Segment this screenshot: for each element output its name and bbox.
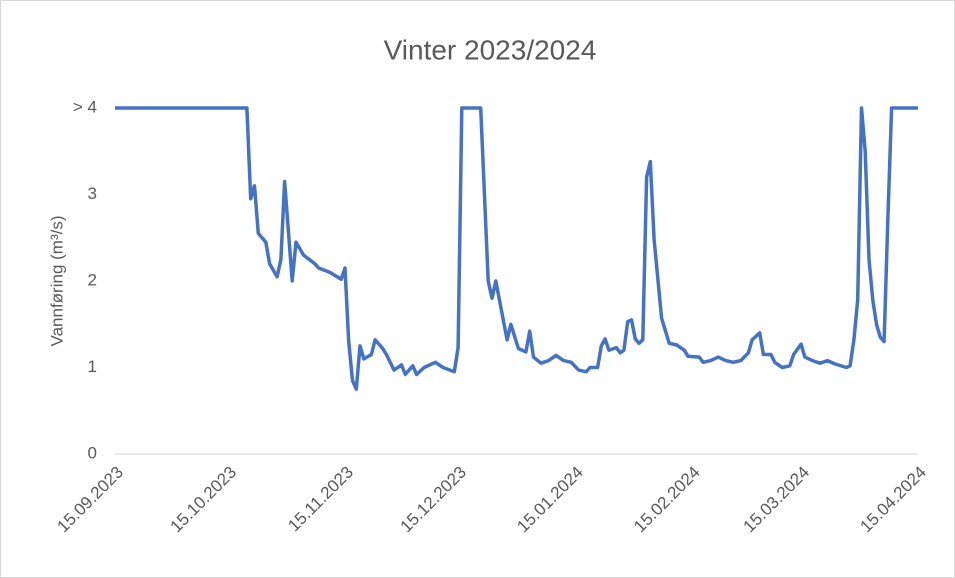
chart-title: Vinter 2023/2024 <box>384 34 597 65</box>
y-tick-label: 1 <box>88 357 97 376</box>
y-tick-label: 2 <box>88 270 97 289</box>
data-line <box>115 106 918 391</box>
y-tick-label: 3 <box>88 184 97 203</box>
y-tick-label: 0 <box>88 443 97 462</box>
y-axis-label: Vannføring (m³/s) <box>47 216 66 347</box>
y-tick-label: > 4 <box>73 97 97 116</box>
